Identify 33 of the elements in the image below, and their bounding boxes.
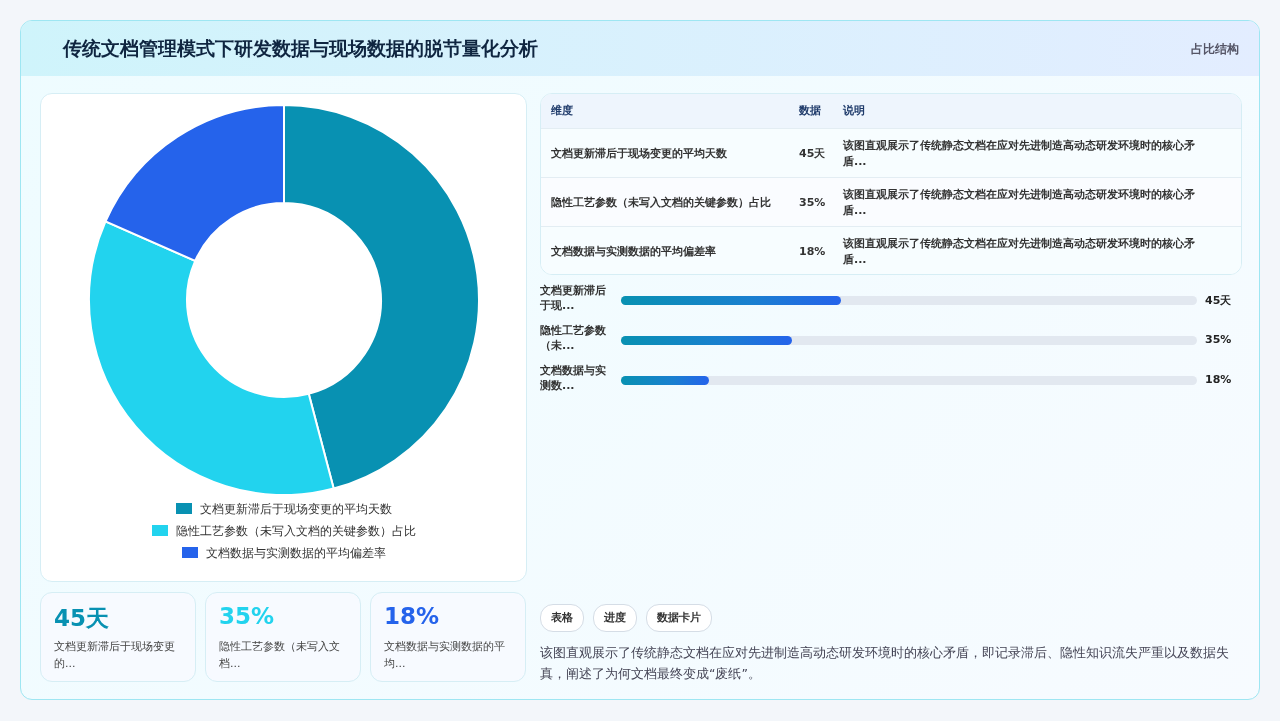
- text: 隐性工艺参数（未写入文档...: [219, 639, 341, 672]
- text: 占比结构: [1191, 41, 1239, 58]
- text: 数据卡片: [646, 604, 712, 632]
- text: 该图直观展示了传统静态文档在应对先进制造高动态研发环境时的核心矛盾...: [843, 186, 1196, 219]
- y-tick-label: 文档更新滞后于现...: [540, 283, 607, 313]
- text: 45天: [54, 604, 110, 633]
- text: 数据: [799, 103, 822, 119]
- y-tick-label: 文档数据与实测数...: [540, 363, 607, 393]
- text: 该图直观展示了传统静态文档在应对先进制造高动态研发环境时的核心矛盾...: [843, 235, 1196, 268]
- legend-label: 隐性工艺参数（未写入文档的关键参数）占比: [175, 524, 416, 538]
- text: 文档更新滞后于现场变更的平均天数: [551, 145, 728, 162]
- text: 文档数据与实测数据的平均...: [384, 639, 506, 672]
- text: 维度: [551, 103, 574, 119]
- text: 45天: [799, 145, 827, 162]
- chart-title: 传统文档管理模式下研发数据与现场数据的脱节量化分析: [63, 36, 538, 61]
- text: 35%: [219, 603, 275, 629]
- text: 35%: [799, 194, 827, 211]
- text: 隐性工艺参数（未写入文档的关键参数）占比: [551, 194, 772, 211]
- text: 表格: [540, 604, 584, 632]
- data-label: 18%: [1205, 373, 1232, 386]
- text: 进度: [593, 604, 637, 632]
- legend-label: 文档更新滞后于现场变更的平均天数: [199, 502, 392, 516]
- text: 18%: [799, 243, 827, 260]
- text: 该图直观展示了传统静态文档在应对先进制造高动态研发环境时的核心矛盾...: [843, 137, 1196, 170]
- text: 说明: [843, 103, 866, 119]
- text: 18%: [384, 603, 440, 629]
- text: 该图直观展示了传统静态文档在应对先进制造高动态研发环境时的核心矛盾，即记录滞后、隐性知识流失严重以及数据失真，阐述了为何文档最终变成“废纸”。: [540, 644, 1230, 683]
- legend-label: 文档数据与实测数据的平均偏差率: [205, 546, 386, 560]
- text: 文档更新滞后于现场变更的...: [54, 639, 176, 672]
- data-label: 35%: [1205, 333, 1232, 346]
- data-label: 45天: [1205, 293, 1232, 308]
- text: 文档数据与实测数据的平均偏差率: [551, 243, 717, 260]
- y-tick-label: 隐性工艺参数（未...: [540, 323, 607, 353]
